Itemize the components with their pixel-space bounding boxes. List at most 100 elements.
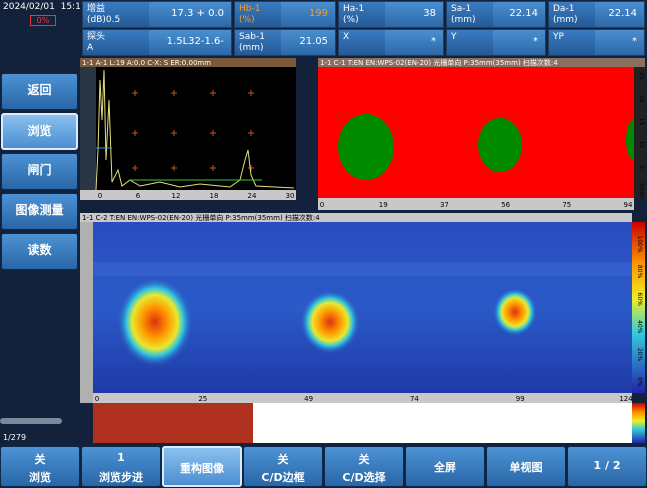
x-tick-label: 12 (172, 192, 181, 200)
toolbar-button[interactable]: 1 浏览步进 (81, 446, 161, 487)
scale-label: 1mm (638, 182, 645, 198)
toolbar-button[interactable]: 1 / 2 (567, 446, 647, 487)
menu-button[interactable]: 返回 (1, 73, 78, 110)
toolbar-button[interactable]: 重构图像 (162, 446, 242, 487)
button-text: 全屏 (434, 461, 456, 474)
bscan-red (93, 403, 253, 443)
ascan-header-bar (80, 58, 296, 67)
scale-label: 60% (636, 293, 643, 307)
param-name: 增益 (87, 4, 106, 14)
scale-label: 100% (636, 235, 643, 252)
x-tick-label: 124 (619, 395, 633, 403)
x-tick-label: 56 (501, 201, 510, 209)
param-name: X (343, 32, 350, 42)
param-unit: A (87, 43, 94, 53)
scrollbar (0, 418, 62, 424)
cscan2-band (93, 262, 632, 276)
param-unit: (mm) (239, 43, 264, 53)
cscan1-header-bar (318, 58, 645, 67)
button-text: 关 (277, 453, 289, 466)
x-tick-label: 6 (136, 192, 141, 200)
x-tick-label: 94 (624, 201, 633, 209)
param-name: Sa-1 (451, 4, 472, 14)
x-tick-label: 0 (320, 201, 324, 209)
page-counter: 1/279 (3, 433, 27, 442)
x-tick-label: 24 (248, 192, 257, 200)
menu-button[interactable]: 图像测量 (1, 193, 78, 230)
ascan-axis (80, 190, 296, 200)
button-text: 1 (117, 451, 125, 464)
bscan-white (253, 403, 632, 443)
param-name: Ha-1 (343, 4, 365, 14)
scale-label: 40% (636, 320, 643, 334)
param-value: 38 (423, 8, 436, 19)
x-tick-label: 49 (304, 395, 313, 403)
toolbar-button[interactable]: 关浏览 (0, 446, 80, 487)
x-tick-label: 37 (440, 201, 449, 209)
param-value: 22.14 (509, 8, 538, 19)
defect-blob (478, 118, 522, 172)
scan-views: 1-1 A-1 L:19 A:0.0 C-X: S ER:0.00mm 1-1 … (80, 58, 645, 443)
cscan1-axis (318, 198, 634, 210)
scale-label: 20 (638, 95, 645, 103)
bscan-scale (632, 403, 645, 443)
param-label: X (339, 30, 385, 55)
menu-button[interactable]: 闸门 (1, 153, 78, 190)
x-tick-label: 75 (562, 201, 571, 209)
button-text: 单视图 (509, 461, 543, 474)
battery: 0% (30, 15, 56, 26)
param-unit: (mm) (553, 15, 578, 25)
param-label: 增益 (dB)0.5 (83, 2, 149, 27)
toolbar-button[interactable]: 关 C/D边框 (243, 446, 323, 487)
menu-button[interactable]: 读数 (1, 233, 78, 270)
param-name: 探头 (87, 32, 106, 42)
date-time: 2024/02/01 15:11 (3, 2, 87, 12)
button-text: 关 (358, 453, 370, 466)
param-label: 探头 A (83, 30, 149, 55)
param-label: Hb-1 (%) (235, 2, 281, 27)
param-value: * (632, 36, 637, 47)
param-label: Ha-1 (%) (339, 2, 385, 27)
scale-label: 10 (638, 141, 645, 149)
param-name: Da-1 (553, 4, 575, 14)
ascan-grid (132, 90, 254, 171)
param-value: 1.5L32-1.6- (166, 36, 224, 47)
x-tick-label: 0 (98, 192, 102, 200)
toolbar-button[interactable]: 单视图 (486, 446, 566, 487)
ascan-ruler (80, 67, 96, 190)
button-text: C/D选择 (342, 471, 386, 484)
x-tick-label: 19 (379, 201, 388, 209)
ascan-plot (96, 67, 296, 190)
param-value: 22.14 (608, 8, 637, 19)
cscan1-scale (634, 67, 645, 198)
scale-label: 15 (638, 118, 645, 126)
button-text: 重构图像 (180, 462, 224, 475)
x-tick-label: 18 (210, 192, 219, 200)
cscan2-ruler (80, 222, 93, 403)
x-tick-label: 0 (95, 395, 99, 403)
toolbar-button[interactable]: 全屏 (405, 446, 485, 487)
toolbar-button[interactable]: 关 C/D选择 (324, 446, 404, 487)
scale-label: 20% (636, 348, 643, 362)
param-label: Da-1 (mm) (549, 2, 595, 27)
menu-button[interactable]: 浏览 (1, 113, 78, 150)
scale-label: 80% (636, 265, 643, 279)
defect-blob (493, 288, 537, 336)
param-value: * (431, 36, 436, 47)
param-label: Sa-1 (mm) (447, 2, 493, 27)
cscan2-axis (93, 393, 632, 403)
x-tick-label: 99 (516, 395, 525, 403)
defect-blob (117, 277, 193, 367)
cscan2-scale (632, 222, 645, 393)
param-name: Hb-1 (239, 4, 261, 14)
param-unit: (dB)0.5 (87, 15, 121, 25)
param-name: Sab-1 (239, 32, 265, 42)
param-value: 21.05 (299, 36, 328, 47)
date: 2024/02/01 (3, 2, 55, 12)
x-tick-label: 30 (286, 192, 295, 200)
param-value: 199 (308, 8, 328, 19)
x-tick-label: 25 (198, 395, 207, 403)
scale-label: 5 (638, 165, 645, 169)
button-text: 1 / 2 (593, 459, 621, 472)
